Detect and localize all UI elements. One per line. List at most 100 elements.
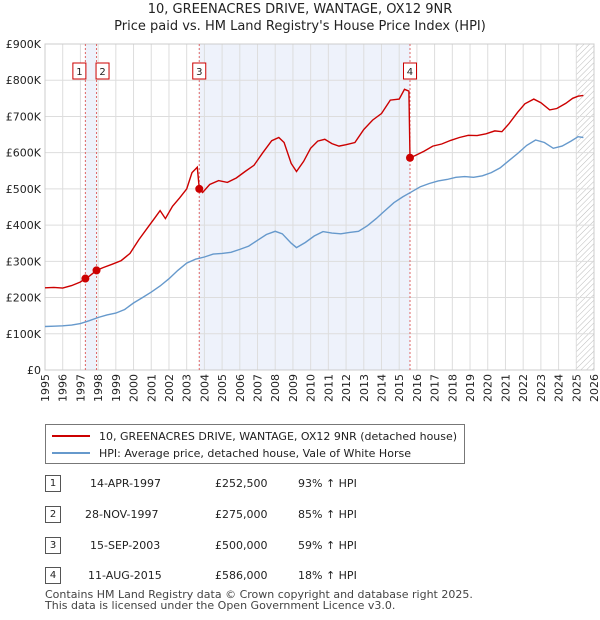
x-tick-label: 1998 [92, 374, 105, 402]
legend-item-hpi: HPI: Average price, detached house, Vale… [52, 445, 411, 461]
sale-price: £500,000 [215, 539, 268, 552]
sale-label-frame [402, 62, 417, 80]
sale-marker [81, 274, 90, 283]
sale-date: 15-SEP-2003 [90, 539, 161, 552]
price-chart: £0 £100K £200K £300K £400K £500K £600K £700K £80… [6, 38, 600, 402]
sale-number-box: 3 [45, 537, 61, 554]
sale-label-box: 3 [192, 62, 207, 80]
x-tick-label: 2009 [287, 374, 300, 402]
x-tick-label: 2018 [446, 374, 459, 402]
y-tick-label: £400K [6, 219, 42, 232]
sale-label-number: 4 [407, 67, 413, 78]
y-tick-label: £700K [6, 110, 42, 123]
sale-price: £275,000 [215, 508, 268, 521]
plot-border [44, 43, 595, 371]
sale-label-number: 3 [196, 67, 202, 78]
x-tick-label: 2005 [216, 374, 229, 402]
x-tick-label: 1995 [39, 374, 52, 402]
x-tick-label: 2002 [163, 374, 176, 402]
property-price-line [44, 88, 584, 289]
x-tick-label: 1996 [57, 374, 70, 402]
y-tick-label: £0 [27, 364, 41, 377]
sale-number-box: 1 [45, 475, 61, 492]
legend-swatch-property [52, 435, 90, 437]
sale-hpi-change: 18% ↑ HPI [298, 569, 357, 582]
legend-swatch-hpi [52, 452, 90, 454]
x-tick-label: 2021 [499, 374, 512, 402]
x-tick-label: 2010 [305, 374, 318, 402]
shaded-region [199, 44, 410, 370]
x-tick-label: 1999 [110, 374, 123, 402]
x-tick-label: 2008 [269, 374, 282, 402]
footer-copyright: Contains HM Land Registry data © Crown c… [45, 588, 473, 601]
x-tick-label: 2015 [393, 374, 406, 402]
x-tick-label: 2014 [375, 374, 388, 402]
sale-label-number: 2 [99, 67, 105, 78]
x-tick-label: 2019 [464, 374, 477, 402]
x-tick-label: 2025 [570, 374, 583, 402]
y-tick-label: £200K [6, 292, 42, 305]
x-tick-labels: 1995 1996 1997 1998 1999 2000 2001 2002 2003 2004… [39, 374, 600, 402]
sale-label-box: 4 [402, 62, 417, 80]
x-tick-label: 2001 [145, 374, 158, 402]
sale-label-number: 1 [76, 67, 82, 78]
sale-label-box: 1 [72, 62, 87, 80]
sale-number-box: 2 [45, 506, 61, 523]
sale-label-box: 2 [95, 62, 110, 80]
x-tick-label: 2003 [181, 374, 194, 402]
x-tick-label: 2013 [358, 374, 371, 402]
x-tick-label: 2006 [234, 374, 247, 402]
x-tick-label: 2000 [128, 374, 141, 402]
sale-marker [195, 184, 204, 193]
chart-title: 10, GREENACRES DRIVE, WANTAGE, OX12 9NR [147, 2, 453, 17]
y-tick-label: £600K [6, 147, 42, 160]
legend-item-property: 10, GREENACRES DRIVE, WANTAGE, OX12 9NR … [52, 428, 457, 444]
y-tick-label: £800K [6, 74, 42, 87]
sale-label-boxes: 1 2 3 4 [72, 62, 417, 80]
sale-markers [81, 153, 414, 283]
sale-price: £586,000 [215, 569, 268, 582]
chart-subtitle: Price paid vs. HM Land Registry's House … [114, 19, 486, 34]
sale-date: 28-NOV-1997 [85, 508, 159, 521]
sale-date: 11-AUG-2015 [88, 569, 162, 582]
sale-number-box: 4 [45, 567, 61, 584]
x-tick-label: 2024 [553, 374, 566, 402]
sale-label-frame [192, 62, 207, 80]
sale-hpi-change: 93% ↑ HPI [298, 477, 357, 490]
x-tick-label: 2007 [252, 374, 265, 402]
legend-label-property: 10, GREENACRES DRIVE, WANTAGE, OX12 9NR … [99, 429, 458, 443]
y-tick-label: £100K [6, 328, 42, 341]
x-tick-label: 2022 [517, 374, 530, 402]
gridlines [44, 43, 595, 371]
x-tick-label: 2012 [340, 374, 353, 402]
x-tick-label: 2017 [429, 374, 442, 402]
x-tick-label: 1997 [74, 374, 87, 402]
y-tick-label: £500K [6, 183, 42, 196]
sale-date: 14-APR-1997 [90, 477, 162, 490]
hpi-line [44, 135, 584, 328]
y-tick-label: £300K [6, 255, 42, 268]
shaded-region [85, 44, 97, 370]
legend: 10, GREENACRES DRIVE, WANTAGE, OX12 9NR … [45, 424, 465, 464]
series-lines [44, 88, 584, 328]
legend-label-hpi: HPI: Average price, detached house, Vale… [99, 446, 411, 460]
shaded-regions [85, 44, 594, 370]
x-tick-label: 2016 [411, 374, 424, 402]
sale-hpi-change: 85% ↑ HPI [298, 508, 357, 521]
x-tick-label: 2023 [535, 374, 548, 402]
y-tick-labels: £0 £100K £200K £300K £400K £500K £600K £700K £80… [6, 38, 42, 377]
y-tick-label: £900K [6, 38, 42, 51]
sale-label-frame [72, 62, 87, 80]
x-tick-label: 2004 [198, 374, 211, 402]
footer-licence: This data is licensed under the Open Gov… [45, 599, 396, 612]
sale-price: £252,500 [215, 477, 268, 490]
sale-hpi-change: 59% ↑ HPI [298, 539, 357, 552]
x-tick-label: 2020 [482, 374, 495, 402]
x-tick-label: 2011 [322, 374, 335, 402]
footer: Contains HM Land Registry data © Crown c… [45, 589, 473, 611]
sale-label-frame [95, 62, 110, 80]
sale-marker [405, 153, 414, 162]
sale-marker [92, 266, 101, 275]
forecast-region [576, 44, 594, 370]
x-tick-label: 2026 [588, 374, 600, 402]
